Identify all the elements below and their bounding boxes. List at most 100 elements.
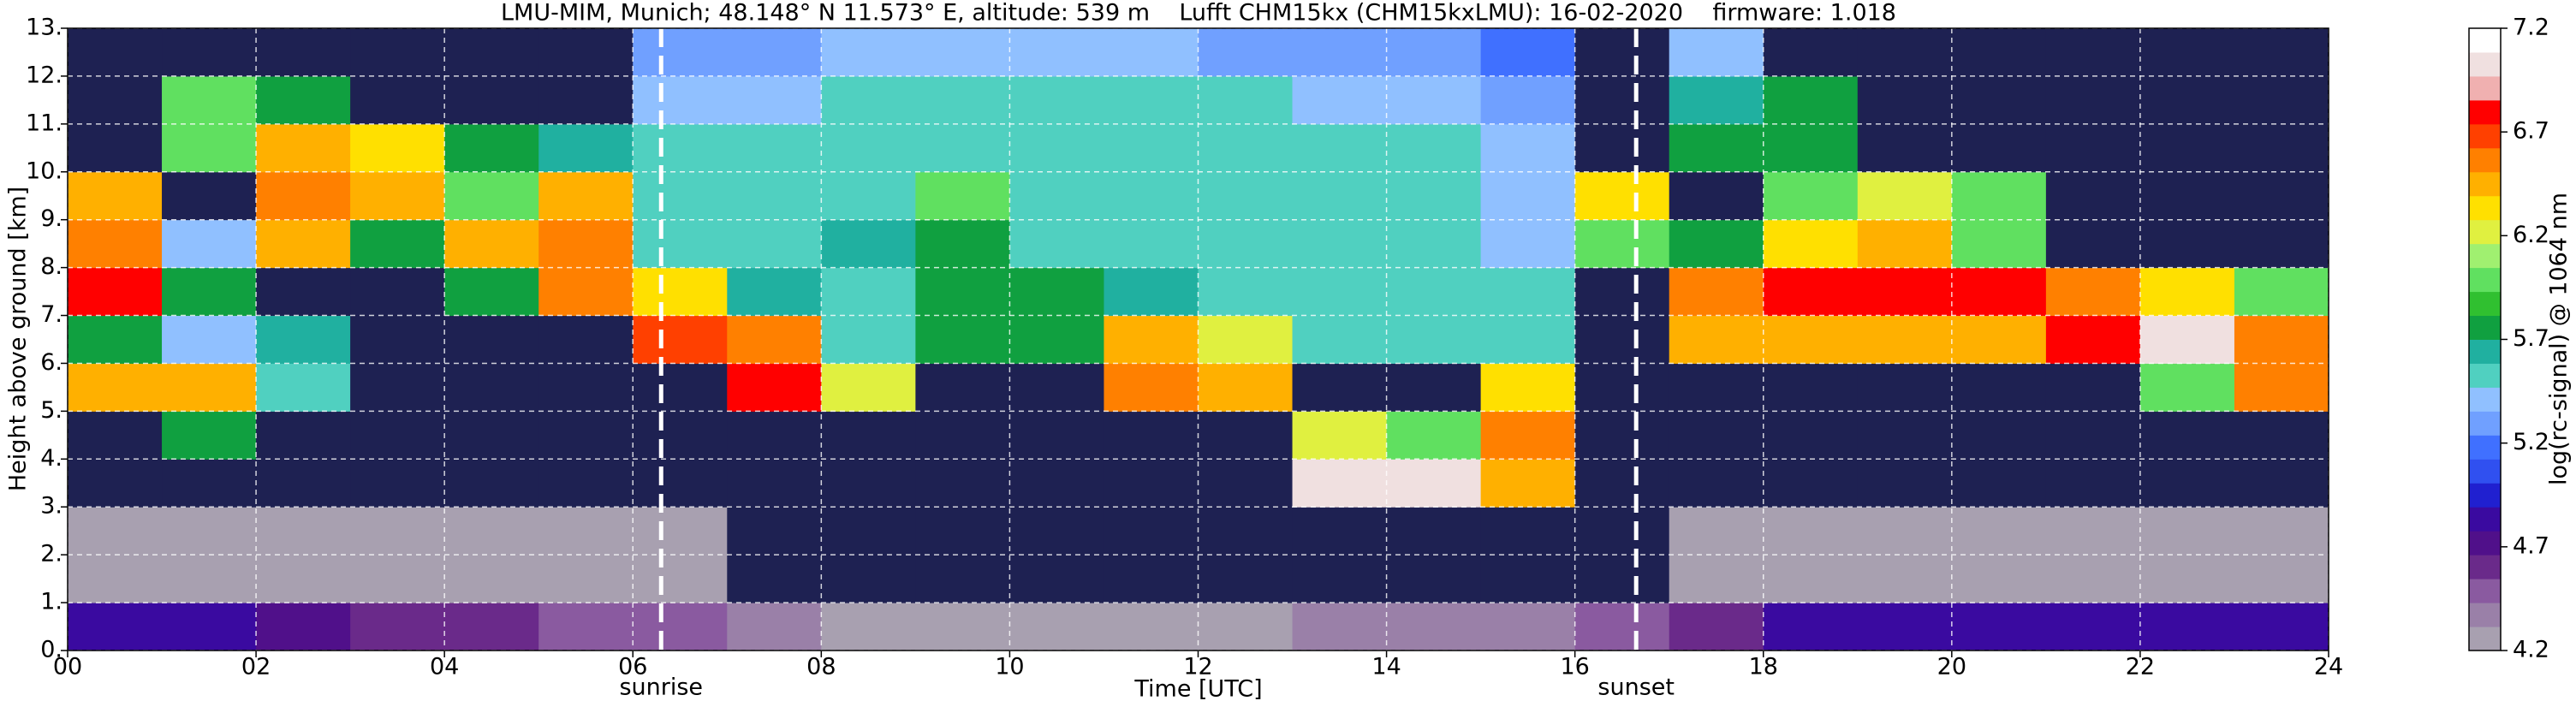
heatmap-cell	[1292, 459, 1388, 508]
y-tick-label: 4.	[40, 445, 62, 472]
heatmap-cell	[1951, 363, 2047, 412]
colorbar-band	[2469, 531, 2501, 556]
heatmap-cell	[1009, 219, 1104, 269]
colorbar-band	[2469, 339, 2501, 364]
heatmap-cell	[1198, 459, 1294, 508]
heatmap-cell	[727, 28, 822, 77]
x-tick-label: 04	[430, 654, 459, 680]
heatmap-cell	[2045, 267, 2141, 317]
heatmap-cell	[1857, 219, 1953, 269]
colorbar-band	[2469, 579, 2501, 603]
colorbar-tick-label: 4.7	[2513, 532, 2549, 559]
colorbar-band	[2469, 387, 2501, 412]
heatmap-cell	[1763, 315, 1859, 364]
heatmap-cell	[2139, 315, 2235, 364]
heatmap-cell	[821, 603, 916, 651]
heatmap-cell	[2139, 555, 2235, 603]
heatmap-cell	[633, 171, 728, 221]
heatmap-cell	[1009, 555, 1104, 603]
y-tick-label: 12.	[26, 62, 62, 88]
x-tick-label: 10	[995, 654, 1024, 680]
heatmap-cell	[2139, 123, 2235, 173]
colorbar-band	[2469, 171, 2501, 197]
heatmap-cell	[444, 267, 539, 317]
heatmap-cell	[162, 603, 257, 651]
y-tick-label: 6.	[40, 349, 62, 376]
heatmap-cell	[256, 411, 351, 460]
y-tick-label: 2.	[40, 541, 62, 567]
heatmap-cell	[727, 555, 822, 603]
x-tick-label: 14	[1371, 654, 1401, 680]
heatmap-cell	[2045, 507, 2141, 556]
heatmap-cell	[1574, 171, 1670, 221]
heatmap-cell	[821, 411, 916, 460]
heatmap-cell	[1198, 603, 1294, 651]
heatmap-cell	[1951, 315, 2047, 364]
heatmap-cell	[68, 28, 163, 77]
heatmap-cell	[1857, 315, 1953, 364]
colorbar-band	[2469, 603, 2501, 627]
heatmap-cell	[2234, 507, 2329, 556]
heatmap-cell	[2139, 507, 2235, 556]
x-axis-label: Time [UTC]	[1133, 676, 1262, 703]
heatmap-cell	[1386, 219, 1482, 269]
heatmap-cell	[2139, 171, 2235, 221]
heatmap-cell	[1386, 507, 1482, 556]
heatmap-cell	[1198, 555, 1294, 603]
heatmap-cell	[68, 459, 163, 508]
colorbar-band	[2469, 219, 2501, 245]
heatmap-cell	[350, 459, 445, 508]
heatmap-cell	[2234, 219, 2329, 269]
heatmap-cell	[2045, 123, 2141, 173]
heatmap-cell	[915, 28, 1010, 77]
x-tick-label: 08	[806, 654, 836, 680]
heatmap-cell	[1386, 28, 1482, 77]
heatmap-cell	[1292, 28, 1388, 77]
heatmap-cell	[444, 28, 539, 77]
heatmap-cell	[633, 459, 728, 508]
heatmap-cell	[1574, 603, 1670, 651]
heatmap-cell	[915, 411, 1010, 460]
heatmap-cell	[1480, 603, 1576, 651]
heatmap-cell	[350, 123, 445, 173]
heatmap-cell	[68, 507, 163, 556]
heatmap-cell	[1292, 315, 1388, 364]
heatmap-cell	[68, 123, 163, 173]
heatmap-cell	[538, 123, 634, 173]
heatmap-cell	[2139, 363, 2235, 412]
heatmap-cell	[915, 363, 1010, 412]
heatmap-cell	[162, 363, 257, 412]
x-tick-label: 06	[618, 654, 647, 680]
heatmap-cell	[915, 603, 1010, 651]
heatmap-cell	[1857, 267, 1953, 317]
heatmap-cell	[2045, 363, 2141, 412]
heatmap-cell	[1857, 123, 1953, 173]
heatmap-cell	[444, 507, 539, 556]
heatmap-cell	[1104, 171, 1199, 221]
heatmap-cell	[256, 123, 351, 173]
heatmap-cell	[256, 219, 351, 269]
heatmap-cell	[162, 28, 257, 77]
heatmap-cell	[538, 507, 634, 556]
heatmap-cell	[1480, 28, 1576, 77]
heatmap-cell	[821, 363, 916, 412]
heatmap-cell	[1104, 507, 1199, 556]
heatmap-cell	[2139, 267, 2235, 317]
heatmap-cell	[1104, 459, 1199, 508]
heatmap-cell	[1104, 267, 1199, 317]
heatmap-cell	[1951, 603, 2047, 651]
heatmap-cell	[1951, 459, 2047, 508]
heatmap-cell	[1198, 219, 1294, 269]
heatmap-cell	[1198, 171, 1294, 221]
heatmap-cell	[444, 459, 539, 508]
heatmap-cell	[1951, 411, 2047, 460]
y-tick-label: 0.	[40, 637, 62, 663]
heatmap-cell	[1480, 219, 1576, 269]
heatmap-cell	[1763, 28, 1859, 77]
heatmap-cell	[2139, 411, 2235, 460]
heatmap-cell	[1104, 28, 1199, 77]
heatmap-cell	[162, 411, 257, 460]
heatmap-cell	[2234, 75, 2329, 125]
heatmap-cell	[1104, 411, 1199, 460]
heatmap-cell	[727, 363, 822, 412]
